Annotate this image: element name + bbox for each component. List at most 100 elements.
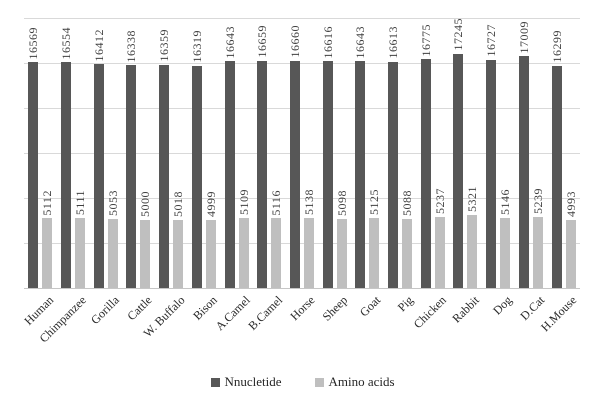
gridline — [24, 153, 580, 154]
data-label: 16660 — [287, 25, 302, 58]
bar-with-label: 5018 — [171, 18, 186, 288]
data-label: 16775 — [418, 23, 433, 57]
bar-group: 16660 5138 — [286, 18, 319, 288]
x-axis-label: Goat — [356, 293, 384, 320]
bar-with-label: 16412 — [91, 18, 106, 288]
bar-with-label: 17245 — [451, 18, 466, 288]
data-label: 16643 — [222, 25, 237, 59]
bar-group: 16643 5109 — [220, 18, 253, 288]
bar-with-label: 16643 — [222, 18, 237, 288]
bar-with-label: 16616 — [321, 18, 335, 288]
amino-acids-bar — [107, 219, 118, 288]
nucleotide-bar — [28, 62, 39, 288]
x-axis-line — [24, 288, 580, 289]
data-label: 16554 — [59, 26, 74, 60]
bar-with-label: 4993 — [563, 18, 578, 288]
data-label: 17009 — [516, 20, 531, 54]
data-label: 5109 — [236, 189, 251, 216]
bar-with-label: 16613 — [386, 18, 401, 288]
bar-groups: 16569 5112 16554 5111 16412 5053 16338 5000 1635… — [24, 18, 580, 288]
bar-with-label: 5098 — [335, 18, 349, 288]
gridline — [24, 198, 580, 199]
amino-acids-bar — [42, 218, 53, 288]
data-label: 16727 — [484, 24, 499, 57]
bar-with-label: 5239 — [530, 18, 545, 288]
bar-with-label: 5125 — [367, 18, 381, 288]
data-label: 17245 — [451, 18, 466, 51]
nucleotide-bar — [224, 61, 235, 288]
bar-group: 16775 5237 — [416, 18, 449, 288]
gridline — [24, 63, 580, 64]
bar-with-label: 5053 — [106, 18, 120, 288]
data-label: 16299 — [549, 30, 564, 63]
gridline — [24, 243, 580, 244]
plot-area: 16569 5112 16554 5111 16412 5053 16338 5000 1635… — [24, 18, 580, 289]
legend-swatch-amino-acids-icon — [315, 377, 325, 387]
bar-group: 16319 4999 — [188, 18, 221, 288]
nucleotide-bar — [453, 53, 464, 288]
bar-group: 16616 5098 — [318, 18, 351, 288]
bar-group: 16299 4993 — [547, 18, 580, 288]
nucleotide-bar — [388, 61, 399, 288]
bar-group: 16359 5018 — [155, 18, 188, 288]
amino-acids-bar — [402, 218, 413, 288]
bar-with-label: 5088 — [400, 18, 415, 288]
amino-acids-bar — [500, 217, 511, 288]
bar-with-label: 5138 — [301, 18, 316, 288]
data-label: 5088 — [400, 189, 415, 216]
bar-group: 16643 5125 — [351, 18, 384, 288]
data-label: 5018 — [171, 190, 186, 217]
amino-acids-bar — [271, 218, 282, 288]
x-axis-label: Gorilla — [87, 293, 122, 327]
data-label: 16643 — [353, 25, 368, 59]
data-label: 5146 — [498, 188, 513, 215]
data-label: 16319 — [189, 30, 204, 63]
amino-acids-bar — [467, 215, 478, 288]
x-axis-label: Chicken — [410, 293, 449, 332]
data-label: 5321 — [465, 186, 480, 213]
bar-with-label: 5237 — [432, 18, 447, 288]
bar-group: 16412 5053 — [89, 18, 122, 288]
bar-with-label: 5109 — [236, 18, 251, 288]
data-label: 5237 — [432, 187, 447, 214]
legend: Nnucletide Amino acids — [0, 374, 606, 390]
nucleotide-bar — [159, 64, 170, 288]
legend-label-amino-acids: Amino acids — [328, 374, 395, 389]
bar-with-label: 16569 — [26, 18, 40, 288]
legend-item-amino-acids: Amino acids — [315, 374, 395, 390]
data-label: 16613 — [386, 26, 401, 59]
data-label: 16412 — [91, 28, 106, 62]
nucleotide-bar — [126, 65, 137, 288]
bar-with-label: 16660 — [287, 18, 302, 288]
x-axis-label: Dog — [489, 293, 515, 318]
nucleotide-bar — [61, 62, 72, 288]
data-label: 5000 — [138, 190, 153, 217]
bar-group: 16338 5000 — [122, 18, 155, 288]
x-axis-label: Pig — [394, 293, 417, 315]
bar-with-label: 16338 — [124, 18, 138, 288]
gridline — [24, 18, 580, 19]
bar-with-label: 16775 — [418, 18, 433, 288]
nucleotide-bar — [322, 61, 333, 288]
nucleotide-bar — [289, 60, 300, 288]
gridline — [24, 108, 580, 109]
data-label: 5138 — [301, 188, 316, 215]
amino-acids-bar — [205, 219, 216, 288]
data-label: 5239 — [530, 187, 545, 214]
legend-swatch-nucleotide-icon — [211, 377, 221, 387]
bar-with-label: 16319 — [189, 18, 204, 288]
nucleotide-bar — [257, 60, 268, 288]
bar-with-label: 16299 — [549, 18, 564, 288]
amino-acids-bar — [434, 216, 445, 288]
nucleotide-bar — [486, 59, 497, 288]
x-axis-label: A.Camel — [212, 293, 253, 334]
data-label: 5111 — [73, 190, 88, 216]
amino-acids-bar — [565, 219, 576, 288]
amino-acids-bar — [336, 218, 347, 288]
x-axis-label: Horse — [287, 293, 318, 324]
data-label: 4993 — [563, 190, 578, 217]
bar-with-label: 5146 — [498, 18, 513, 288]
nucleotide-bar — [420, 59, 431, 288]
data-label: 5116 — [269, 189, 284, 216]
